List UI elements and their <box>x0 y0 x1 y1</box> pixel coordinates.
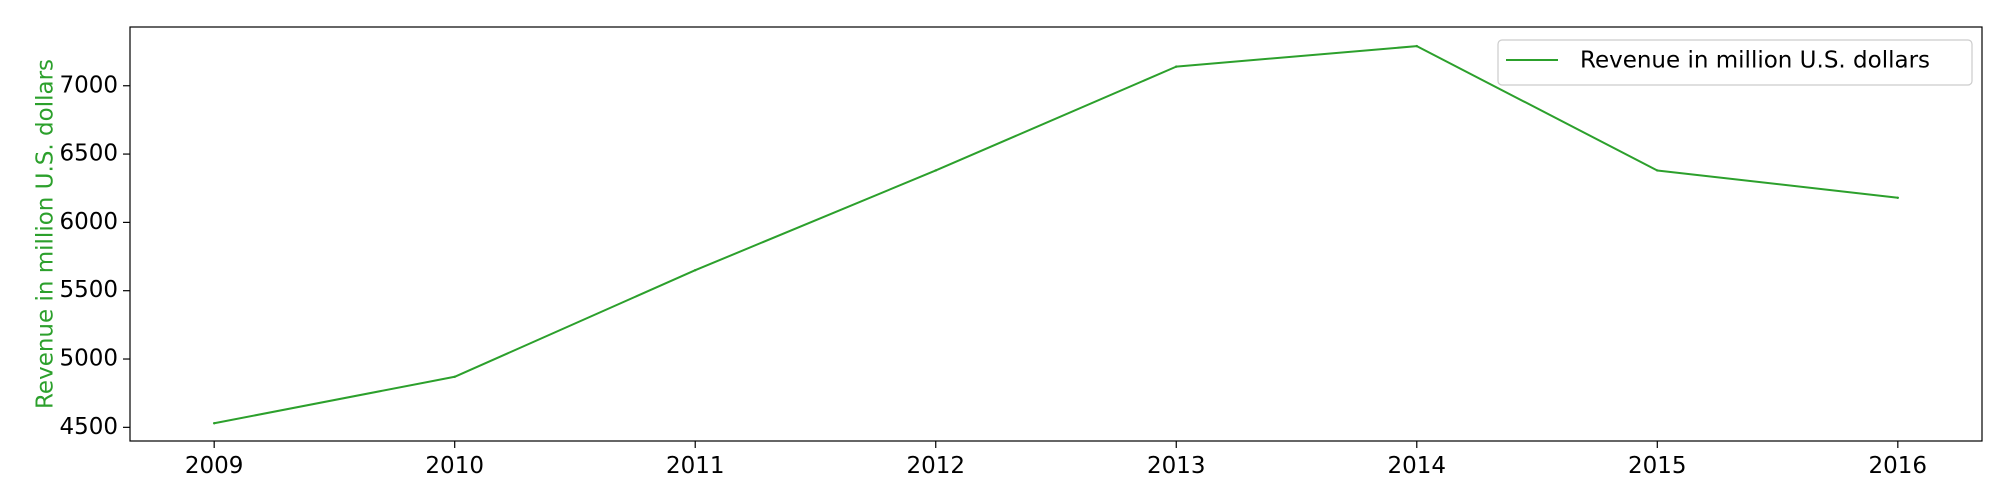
legend-box <box>1497 39 1973 86</box>
data-point <box>453 375 456 378</box>
y-tick-label: 5000 <box>59 346 118 372</box>
data-point <box>694 269 697 272</box>
data-point <box>1896 196 1900 199</box>
x-tick-label: 2015 <box>1628 453 1687 479</box>
legend: Revenue in million U.S. dollars <box>1497 39 1973 86</box>
series-line <box>213 45 1898 425</box>
y-tick-label: 7000 <box>59 72 118 98</box>
data-point <box>1656 169 1659 172</box>
y-axis: 4500 5000 5500 6000 6500 7000 <box>59 72 130 440</box>
y-axis-label: Revenue in million U.S. dollars <box>33 59 59 409</box>
series-layer <box>212 44 1900 425</box>
data-point <box>1175 65 1178 68</box>
y-tick-label: 6000 <box>59 209 118 235</box>
legend-label: Revenue in million U.S. dollars <box>1580 48 1930 74</box>
x-tick-label: 2016 <box>1869 453 1928 479</box>
x-tick-label: 2010 <box>425 453 484 479</box>
plot-area <box>129 26 1983 442</box>
x-tick-label: 2011 <box>666 453 725 479</box>
data-point <box>212 422 216 425</box>
x-tick-label: 2013 <box>1147 453 1206 479</box>
x-tick-label: 2014 <box>1388 453 1447 479</box>
y-tick-label: 4500 <box>59 414 118 440</box>
x-tick-label: 2012 <box>906 453 965 479</box>
y-tick-label: 5500 <box>59 277 118 303</box>
data-point <box>1415 44 1418 48</box>
x-axis: 2009 2010 2011 2012 2013 2014 2015 2016 <box>185 441 1927 479</box>
y-tick-label: 6500 <box>59 141 118 167</box>
x-tick-label: 2009 <box>185 453 244 479</box>
data-point <box>934 169 937 172</box>
